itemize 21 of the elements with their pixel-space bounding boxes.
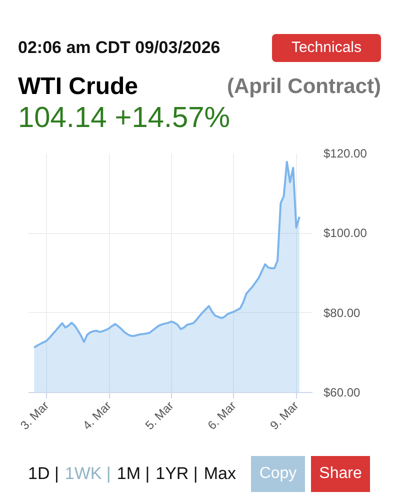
- y-tick-label: $60.00: [324, 386, 361, 400]
- text: 1WK |: [64, 464, 111, 483]
- text: Max: [204, 464, 236, 483]
- x-tick-label: 5. Mar: [142, 398, 176, 432]
- y-tick-label: $80.00: [324, 306, 361, 320]
- x-tick-label: 6. Mar: [204, 398, 239, 432]
- text: Share: [311, 456, 370, 492]
- x-tick-label: 3. Mar: [18, 398, 52, 432]
- y-tick-label: $100.00: [324, 226, 368, 240]
- text: 1D |: [28, 464, 59, 483]
- text: 1M |: [116, 464, 150, 483]
- y-tick-label: $120.00: [324, 146, 368, 160]
- text: Copy: [251, 456, 305, 492]
- text: 1YR |: [156, 464, 198, 483]
- x-tick-label: 4. Mar: [80, 398, 114, 432]
- chart-subtitle: (April Contract): [227, 74, 381, 100]
- x-tick-label: 9. Mar: [267, 398, 302, 432]
- text: 104.14 +14.57%: [18, 102, 230, 134]
- chart-title: WTI Crude: [18, 73, 138, 100]
- text: Technicals: [272, 34, 381, 62]
- text: 02:06 am CDT 09/03/2026: [18, 37, 220, 59]
